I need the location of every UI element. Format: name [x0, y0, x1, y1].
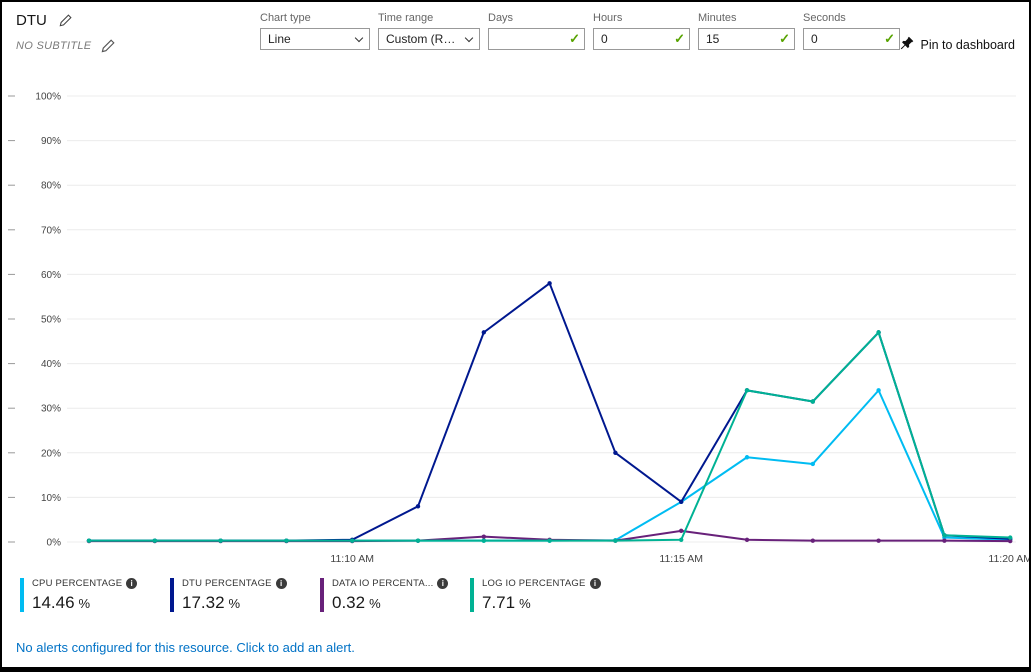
days-label: Days	[488, 12, 514, 24]
pin-label: Pin to dashboard	[920, 37, 1015, 52]
legend-item-dtu-percentage: DTU PERCENTAGE i 17.32%	[170, 578, 320, 613]
legend-unit: %	[228, 596, 241, 611]
chart-legend: CPU PERCENTAGE i 14.46% DTU PERCENTAGE i…	[2, 572, 1029, 613]
svg-text:11:20 AM: 11:20 AM	[988, 553, 1029, 565]
hours-label: Hours	[593, 12, 623, 24]
svg-text:11:15 AM: 11:15 AM	[659, 553, 703, 565]
valid-check-icon: ✓	[569, 31, 580, 46]
legend-value: 14.46	[32, 593, 75, 612]
chart-type-select[interactable]: Line	[260, 28, 370, 50]
legend-label: LOG IO PERCENTAGE	[482, 578, 586, 589]
legend-unit: %	[369, 596, 381, 611]
minutes-label: Minutes	[698, 12, 737, 24]
time-range-label: Time range	[378, 12, 434, 24]
svg-text:90%: 90%	[41, 136, 61, 147]
svg-text:70%: 70%	[41, 225, 61, 236]
svg-text:100%: 100%	[35, 92, 61, 103]
info-icon[interactable]: i	[589, 578, 601, 589]
add-alert-link[interactable]: Click to add an alert.	[236, 640, 355, 655]
svg-text:80%: 80%	[41, 181, 61, 192]
info-icon[interactable]: i	[126, 578, 138, 589]
valid-check-icon: ✓	[674, 31, 685, 46]
svg-text:10%: 10%	[41, 493, 61, 504]
alerts-bar: No alerts configured for this resource. …	[16, 640, 355, 655]
seconds-input[interactable]	[803, 28, 900, 50]
svg-text:40%: 40%	[41, 359, 61, 370]
pin-to-dashboard-button[interactable]: Pin to dashboard	[900, 36, 1015, 53]
time-range-select[interactable]: Custom (Rela...	[378, 28, 480, 50]
legend-label: DTU PERCENTAGE	[182, 578, 272, 589]
legend-label: DATA IO PERCENTA...	[332, 578, 434, 589]
legend-unit: %	[519, 596, 531, 611]
svg-text:20%: 20%	[41, 448, 61, 459]
svg-text:60%: 60%	[41, 270, 61, 281]
hours-input[interactable]	[593, 28, 690, 50]
svg-text:50%: 50%	[41, 315, 61, 326]
chart-controls: Chart type Line Time range Custom (Rela.…	[260, 12, 900, 50]
info-icon[interactable]: i	[437, 578, 449, 589]
time-range-value: Custom (Rela...	[386, 32, 459, 46]
legend-unit: %	[78, 596, 91, 611]
svg-text:0%: 0%	[47, 538, 62, 549]
pin-icon	[900, 36, 914, 53]
days-input[interactable]	[488, 28, 585, 50]
minutes-input[interactable]	[698, 28, 795, 50]
legend-item-log-io-percentage: LOG IO PERCENTAGE i 7.71%	[470, 578, 620, 613]
edit-subtitle-pencil-icon[interactable]	[101, 39, 116, 53]
svg-text:11:10 AM: 11:10 AM	[330, 553, 374, 565]
legend-value: 0.32	[332, 593, 366, 612]
chevron-down-icon	[464, 33, 474, 43]
seconds-label: Seconds	[803, 12, 846, 24]
legend-color-bar	[470, 578, 474, 612]
alerts-text: No alerts configured for this resource.	[16, 640, 233, 655]
chart-type-label: Chart type	[260, 12, 311, 24]
edit-title-pencil-icon[interactable]	[59, 14, 72, 27]
legend-item-data-io-percentage: DATA IO PERCENTA... i 0.32%	[320, 578, 470, 613]
header: DTU NO SUBTITLE Chart type Line	[2, 2, 1029, 80]
valid-check-icon: ✓	[779, 31, 790, 46]
info-icon[interactable]: i	[275, 578, 287, 589]
title-block: DTU NO SUBTITLE	[16, 12, 260, 53]
legend-color-bar	[20, 578, 24, 612]
chart-type-value: Line	[268, 32, 291, 46]
legend-label: CPU PERCENTAGE	[32, 578, 123, 589]
page-title: DTU	[16, 12, 47, 29]
legend-value: 17.32	[182, 593, 225, 612]
page-subtitle: NO SUBTITLE	[16, 40, 92, 52]
chevron-down-icon	[354, 33, 364, 43]
svg-text:30%: 30%	[41, 404, 61, 415]
legend-item-cpu-percentage: CPU PERCENTAGE i 14.46%	[20, 578, 170, 613]
legend-value: 7.71	[482, 593, 516, 612]
legend-color-bar	[320, 578, 324, 612]
legend-color-bar	[170, 578, 174, 612]
dtu-line-chart: 0% 10% 20% 30% 40% 50% 60% 70% 80% 90% 100% 11:10 A…	[8, 92, 1029, 565]
valid-check-icon: ✓	[884, 31, 895, 46]
